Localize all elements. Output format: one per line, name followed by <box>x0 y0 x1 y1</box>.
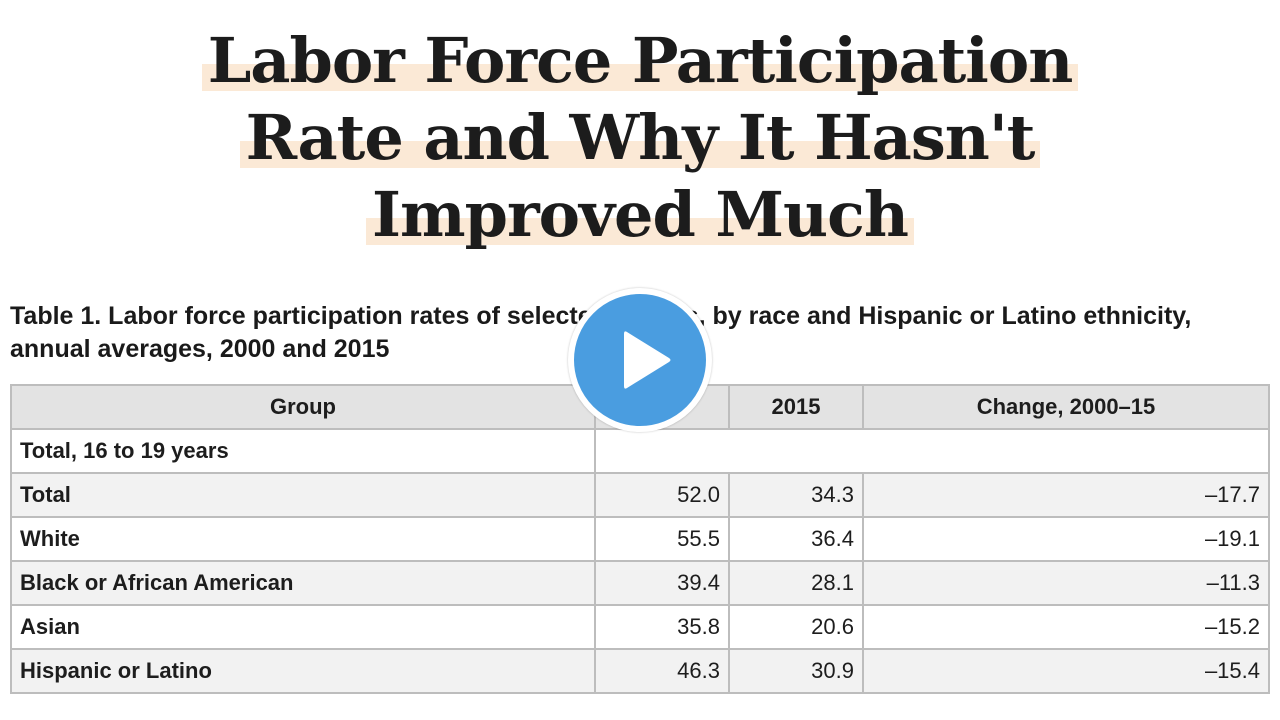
title-text-2: Rate and Why It Hasn't <box>239 101 1041 174</box>
title-text-1: Labor Force Participation <box>201 24 1079 97</box>
row-change: –19.1 <box>862 516 1270 562</box>
row-2000: 46.3 <box>594 648 730 694</box>
section-label: Total, 16 to 19 years <box>10 428 596 474</box>
section-row: Total, 16 to 19 years <box>10 428 1270 474</box>
row-group: Total <box>10 472 596 518</box>
row-2000: 52.0 <box>594 472 730 518</box>
row-2015: 36.4 <box>728 516 864 562</box>
header-change: Change, 2000–15 <box>862 384 1270 430</box>
row-group: Asian <box>10 604 596 650</box>
title-text-3: Improved Much <box>366 178 914 251</box>
row-change: –11.3 <box>862 560 1270 606</box>
row-group: White <box>10 516 596 562</box>
table-row: Black or African American 39.4 28.1 –11.… <box>10 560 1270 606</box>
row-2015: 28.1 <box>728 560 864 606</box>
header-group: Group <box>10 384 596 430</box>
table-row: Hispanic or Latino 46.3 30.9 –15.4 <box>10 648 1270 694</box>
row-change: –15.4 <box>862 648 1270 694</box>
video-title: Labor Force Participation Rate and Why I… <box>0 22 1280 253</box>
play-icon <box>624 331 671 389</box>
row-2000: 35.8 <box>594 604 730 650</box>
title-line-3: Improved Much <box>0 176 1280 253</box>
row-group: Hispanic or Latino <box>10 648 596 694</box>
table-row: Total 52.0 34.3 –17.7 <box>10 472 1270 518</box>
row-2015: 34.3 <box>728 472 864 518</box>
table-row: White 55.5 36.4 –19.1 <box>10 516 1270 562</box>
participation-table: Group 2000 2015 Change, 2000–15 Total, 1… <box>10 384 1270 694</box>
row-2015: 30.9 <box>728 648 864 694</box>
row-change: –15.2 <box>862 604 1270 650</box>
row-group: Black or African American <box>10 560 596 606</box>
title-line-2: Rate and Why It Hasn't <box>0 99 1280 176</box>
header-2015: 2015 <box>728 384 864 430</box>
table-row: Asian 35.8 20.6 –15.2 <box>10 604 1270 650</box>
row-2000: 39.4 <box>594 560 730 606</box>
row-2000: 55.5 <box>594 516 730 562</box>
play-button[interactable] <box>568 288 712 432</box>
row-2015: 20.6 <box>728 604 864 650</box>
section-empty <box>594 428 1270 474</box>
row-change: –17.7 <box>862 472 1270 518</box>
title-line-1: Labor Force Participation <box>0 22 1280 99</box>
